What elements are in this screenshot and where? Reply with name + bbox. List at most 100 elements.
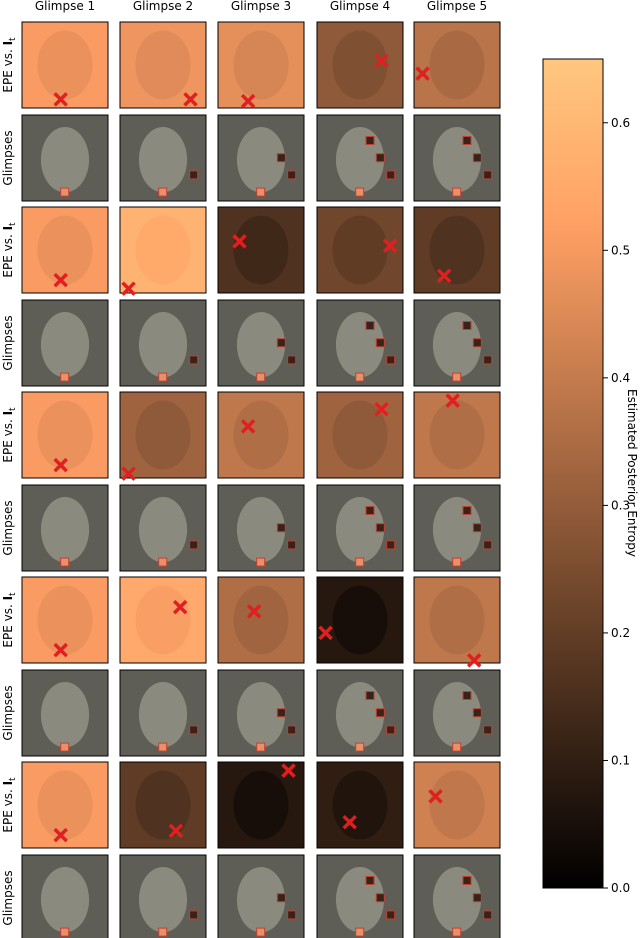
glimpse-patch <box>158 372 168 382</box>
glimpse-patch <box>355 372 365 382</box>
row-label-symbol: I <box>1 781 15 785</box>
glimpse-patch <box>452 742 462 752</box>
row-label-text: EPE vs. <box>1 230 15 277</box>
glimpse-patch <box>158 557 168 567</box>
entropy-face <box>37 215 93 285</box>
tick-label: 0.0 <box>611 881 630 895</box>
glimpse-patch <box>256 557 266 567</box>
error-marker <box>466 653 482 668</box>
column-title: Glimpse 2 <box>133 0 193 13</box>
glimpse-patch <box>375 153 385 163</box>
face <box>138 867 188 933</box>
glimpse-patch <box>276 708 286 718</box>
glimpse-patch <box>483 725 493 735</box>
row-label-symbol: I <box>1 596 15 600</box>
entropy-face <box>135 770 191 840</box>
face <box>236 312 286 378</box>
error-marker <box>232 234 247 249</box>
glimpse-patch <box>355 742 365 752</box>
face <box>138 127 188 193</box>
face <box>236 867 286 933</box>
glimpse-patch <box>158 742 168 752</box>
glimpse-patch <box>472 338 482 348</box>
error-marker <box>172 599 188 615</box>
glimpse-patch <box>355 927 365 937</box>
row-label: Glimpses <box>1 685 15 740</box>
row-label-text: EPE vs. <box>1 45 15 92</box>
glimpse-patch <box>355 187 365 197</box>
glimpse-patch <box>375 338 385 348</box>
colorbar-label: Estimated Posterior Entropy <box>625 389 639 557</box>
glimpse-patch <box>276 153 286 163</box>
row-label-text: EPE vs. <box>1 415 15 462</box>
glimpse-patch <box>452 927 462 937</box>
error-marker <box>415 66 430 81</box>
entropy-face <box>233 400 289 470</box>
entropy-face <box>332 585 388 655</box>
error-marker <box>183 92 198 107</box>
glimpse-patch <box>287 355 297 365</box>
glimpse-patch <box>483 170 493 180</box>
row-label-subscript: t <box>8 37 18 41</box>
glimpse-patch <box>483 910 493 920</box>
glimpse-patch <box>189 910 199 920</box>
row-label: EPE vs. It <box>1 222 18 278</box>
face <box>138 497 188 563</box>
error-marker <box>281 763 296 778</box>
glimpse-patch <box>472 153 482 163</box>
glimpse-patch <box>462 136 472 145</box>
row-label: EPE vs. It <box>1 407 18 463</box>
glimpse-patch <box>386 355 396 365</box>
glimpse-patch <box>386 540 396 550</box>
entropy-face <box>135 30 191 100</box>
face <box>40 867 90 933</box>
row-label: EPE vs. It <box>1 592 18 648</box>
error-marker <box>382 238 398 253</box>
glimpse-patch <box>386 910 396 920</box>
entropy-face <box>37 30 93 100</box>
glimpse-patch <box>60 742 70 752</box>
entropy-face <box>37 400 93 470</box>
glimpse-patch <box>472 708 482 718</box>
error-marker <box>121 281 136 296</box>
error-marker <box>374 401 389 417</box>
error-marker <box>53 642 68 658</box>
tick-label: 0.4 <box>611 371 630 385</box>
glimpse-patch <box>189 725 199 735</box>
glimpse-patch <box>158 927 168 937</box>
glimpse-patch <box>276 893 286 903</box>
glimpse-patch <box>386 170 396 180</box>
entropy-face <box>429 400 485 470</box>
entropy-face <box>233 585 289 655</box>
glimpse-patch <box>256 927 266 937</box>
glimpse-patch <box>287 540 297 550</box>
face <box>236 497 286 563</box>
tick-label: 0.5 <box>611 243 630 257</box>
column-title: Glimpse 3 <box>231 0 291 13</box>
entropy-face <box>332 400 388 470</box>
tick-label: 0.1 <box>611 753 630 767</box>
entropy-face <box>332 30 388 100</box>
glimpse-patch <box>365 136 375 145</box>
entropy-face <box>429 770 485 840</box>
row-label-subscript: t <box>8 407 18 411</box>
face <box>236 682 286 748</box>
glimpse-patch <box>256 372 266 382</box>
face <box>40 682 90 748</box>
row-label: EPE vs. It <box>1 777 18 833</box>
error-marker <box>374 53 389 68</box>
entropy-face <box>332 215 388 285</box>
error-marker <box>53 457 68 473</box>
error-marker <box>428 789 443 804</box>
entropy-face <box>429 30 485 100</box>
glimpse-patch <box>375 523 385 533</box>
error-marker <box>53 827 68 843</box>
error-marker <box>342 814 357 830</box>
glimpse-patch <box>462 876 472 885</box>
error-marker <box>240 93 256 109</box>
face <box>40 497 90 563</box>
tick-label: 0.6 <box>611 116 630 130</box>
glimpse-patch <box>375 708 385 718</box>
error-marker <box>121 466 136 481</box>
